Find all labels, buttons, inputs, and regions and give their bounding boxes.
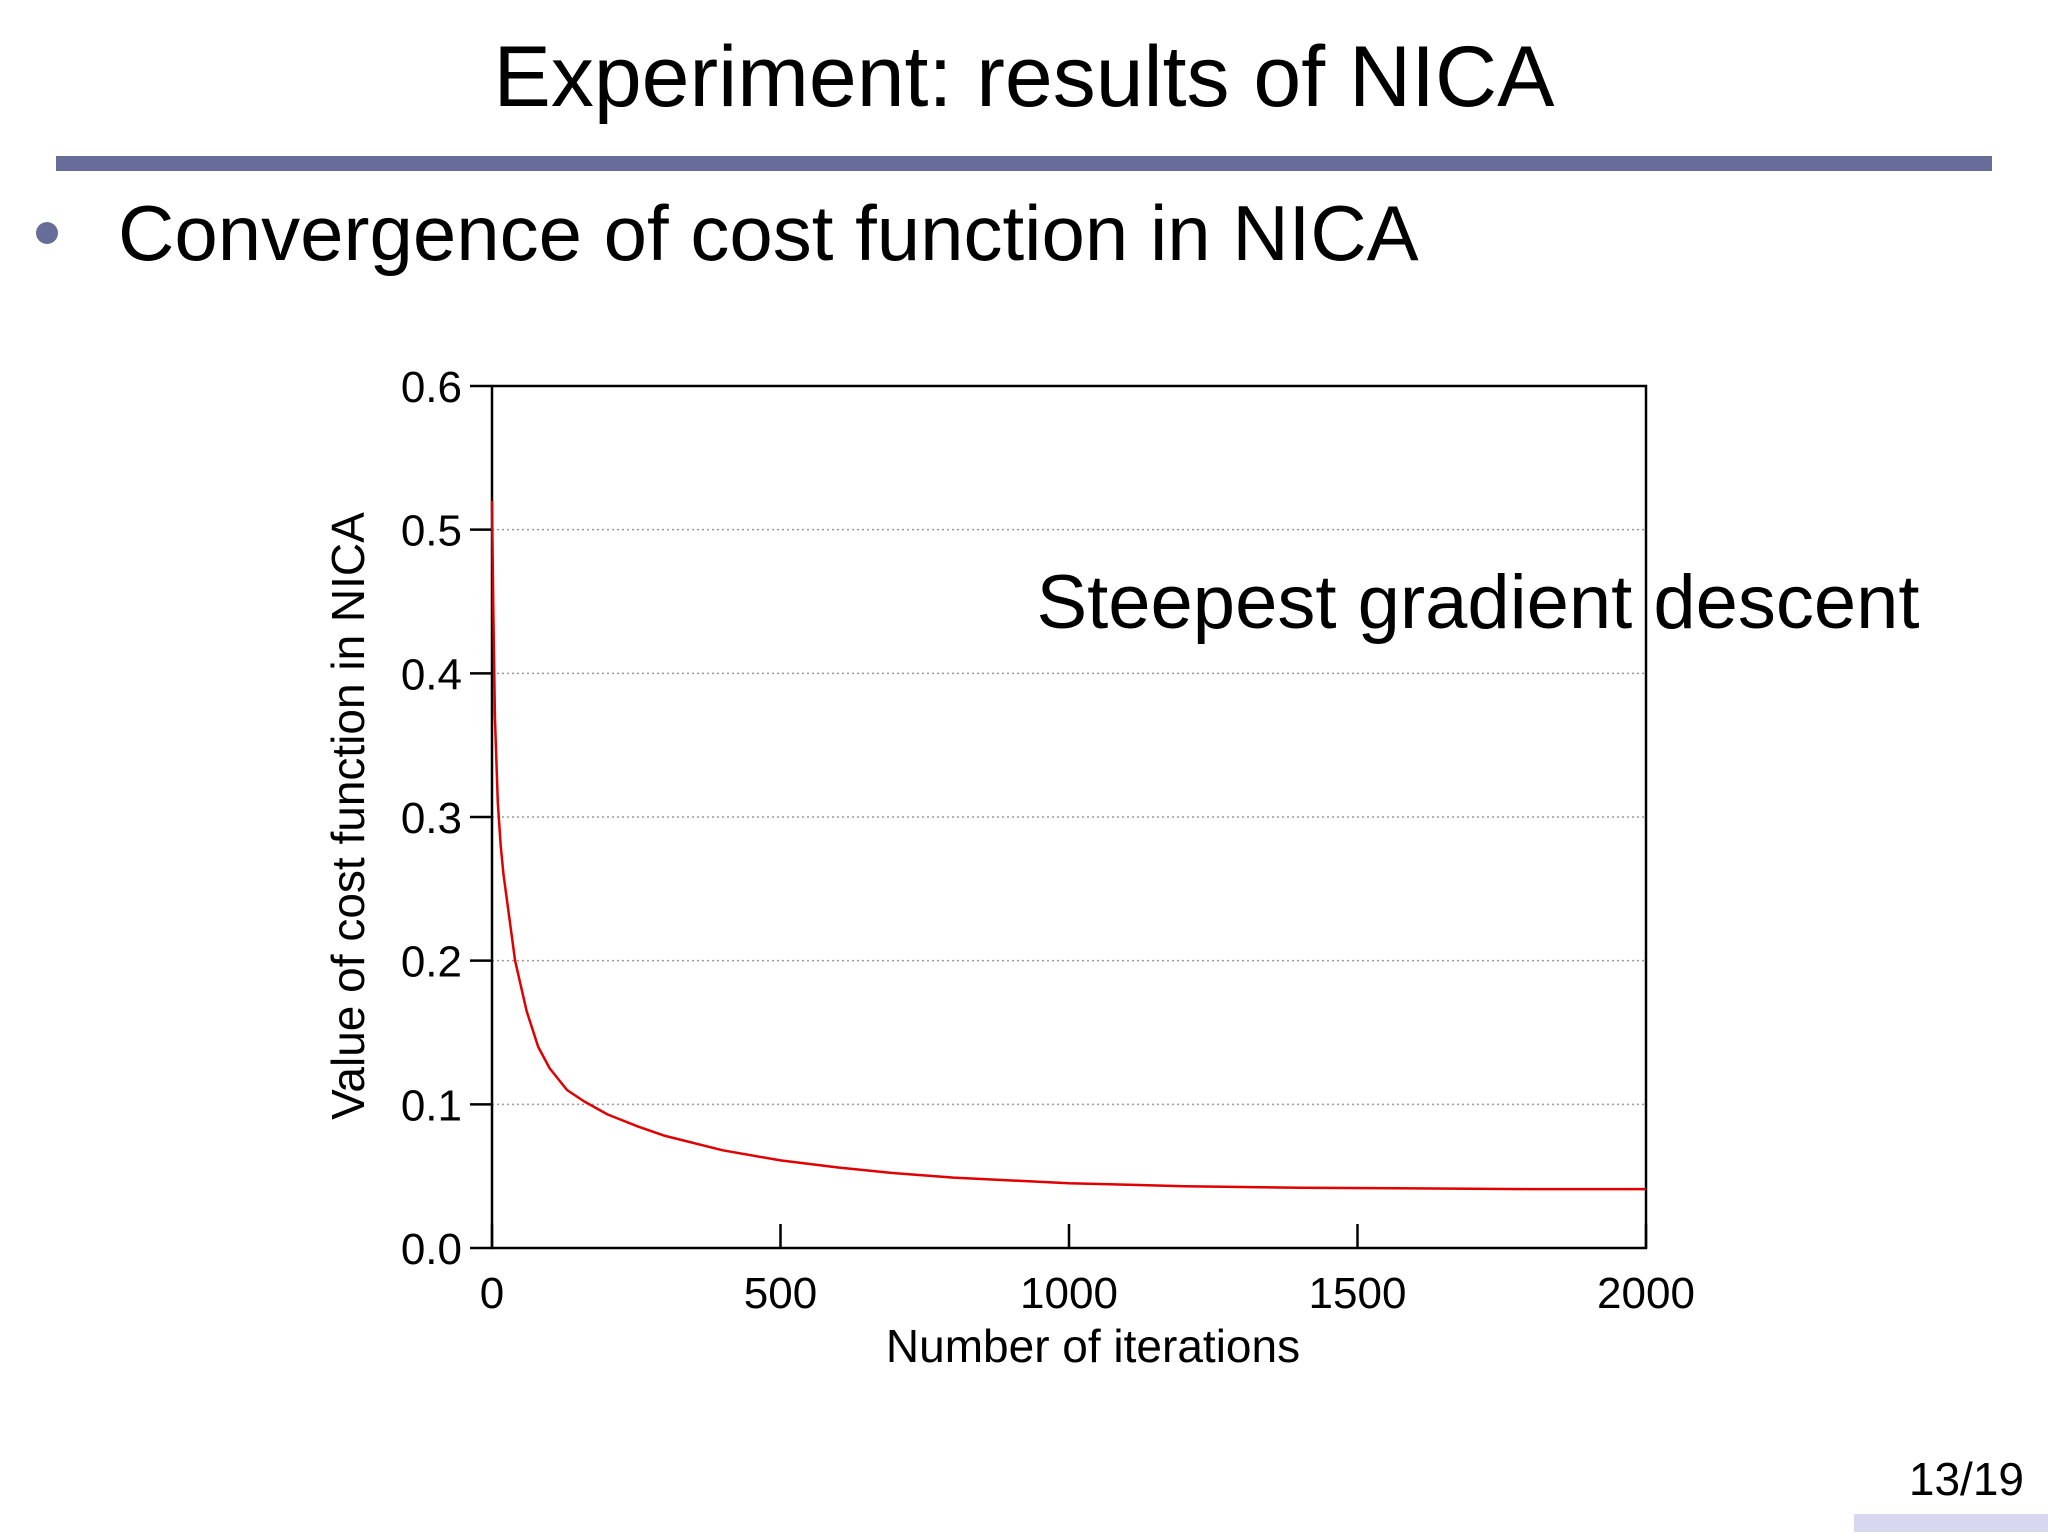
y-tick-label: 0.1: [401, 1081, 462, 1130]
cost-function-series-line: [490, 500, 1646, 1191]
x-tick-label: 500: [744, 1269, 817, 1318]
x-tick-label: 1500: [1309, 1269, 1407, 1318]
y-tick-label: 0.0: [401, 1225, 462, 1274]
x-tick-label: 1000: [1020, 1269, 1118, 1318]
slide-title: Experiment: results of NICA: [493, 29, 1555, 125]
page-progress-bar: [1854, 1514, 2048, 1532]
page-number: 13/19: [1908, 1453, 2024, 1505]
x-axis-label: Number of iterations: [886, 1320, 1300, 1372]
y-tick-label: 0.5: [401, 507, 462, 556]
y-axis-label: Value of cost function in NICA: [322, 512, 374, 1120]
title-rule: [56, 156, 1992, 171]
y-tick-label: 0.2: [401, 938, 462, 987]
x-tick-label: 2000: [1597, 1269, 1695, 1318]
x-tick-label: 0: [480, 1269, 504, 1318]
bullet-text: Convergence of cost function in NICA: [118, 189, 1419, 277]
bullet-dot-icon: [36, 222, 58, 244]
y-tick-label: 0.4: [401, 650, 462, 699]
y-tick-label: 0.3: [401, 794, 462, 843]
y-tick-label: 0.6: [401, 363, 462, 412]
annotation-label: Steepest gradient descent: [1036, 560, 1919, 645]
bullet-item: Convergence of cost function in NICA: [36, 188, 1419, 278]
